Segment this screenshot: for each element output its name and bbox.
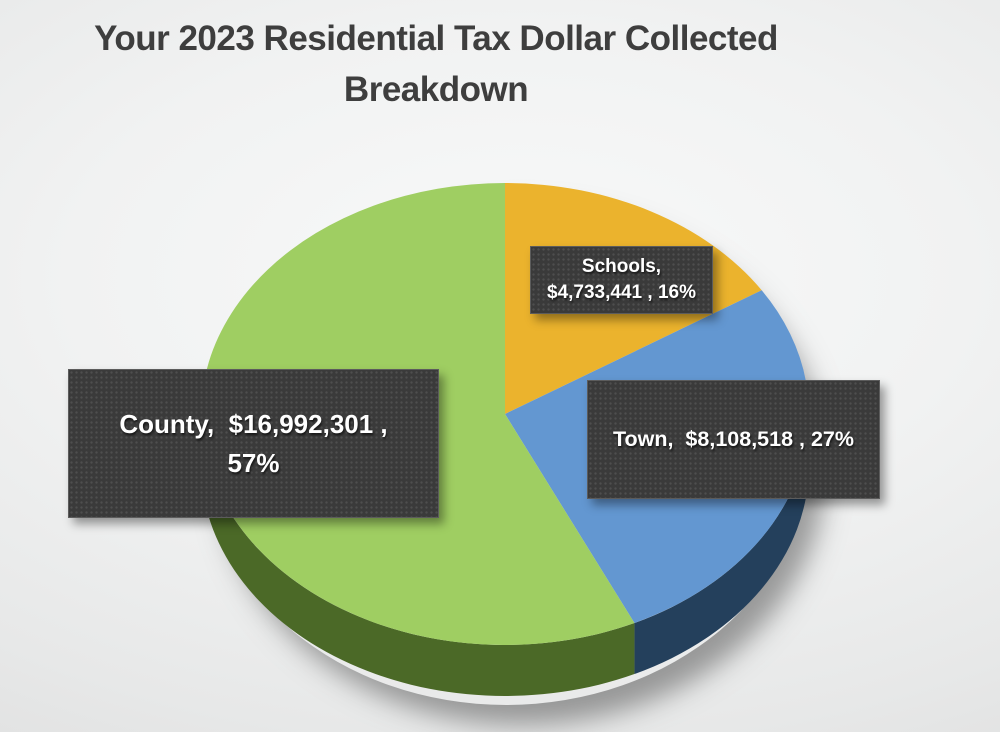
data-label-county: County, $16,992,301 , 57% (68, 369, 439, 518)
chart-title-line1: Your 2023 Residential Tax Dollar Collect… (94, 19, 778, 58)
chart-title: Your 2023 Residential Tax Dollar Collect… (0, 14, 872, 116)
chart-title-line2: Breakdown (343, 69, 529, 109)
data-label-schools-line1: Schools, (581, 255, 662, 277)
data-label-schools-line2: $4,733,441 , 16% (547, 282, 696, 303)
pie-side-town (634, 414, 810, 675)
data-label-town: Town, $8,108,518 , 27% (587, 380, 880, 499)
data-label-town-line1: Town, $8,108,518 , 27% (612, 426, 854, 451)
data-label-county-line1: County, $16,992,301 , (119, 408, 388, 439)
data-label-county-line2: 57% (227, 447, 280, 478)
data-label-schools: Schools, $4,733,441 , 16% (530, 246, 713, 314)
pie-side-county (201, 414, 635, 697)
